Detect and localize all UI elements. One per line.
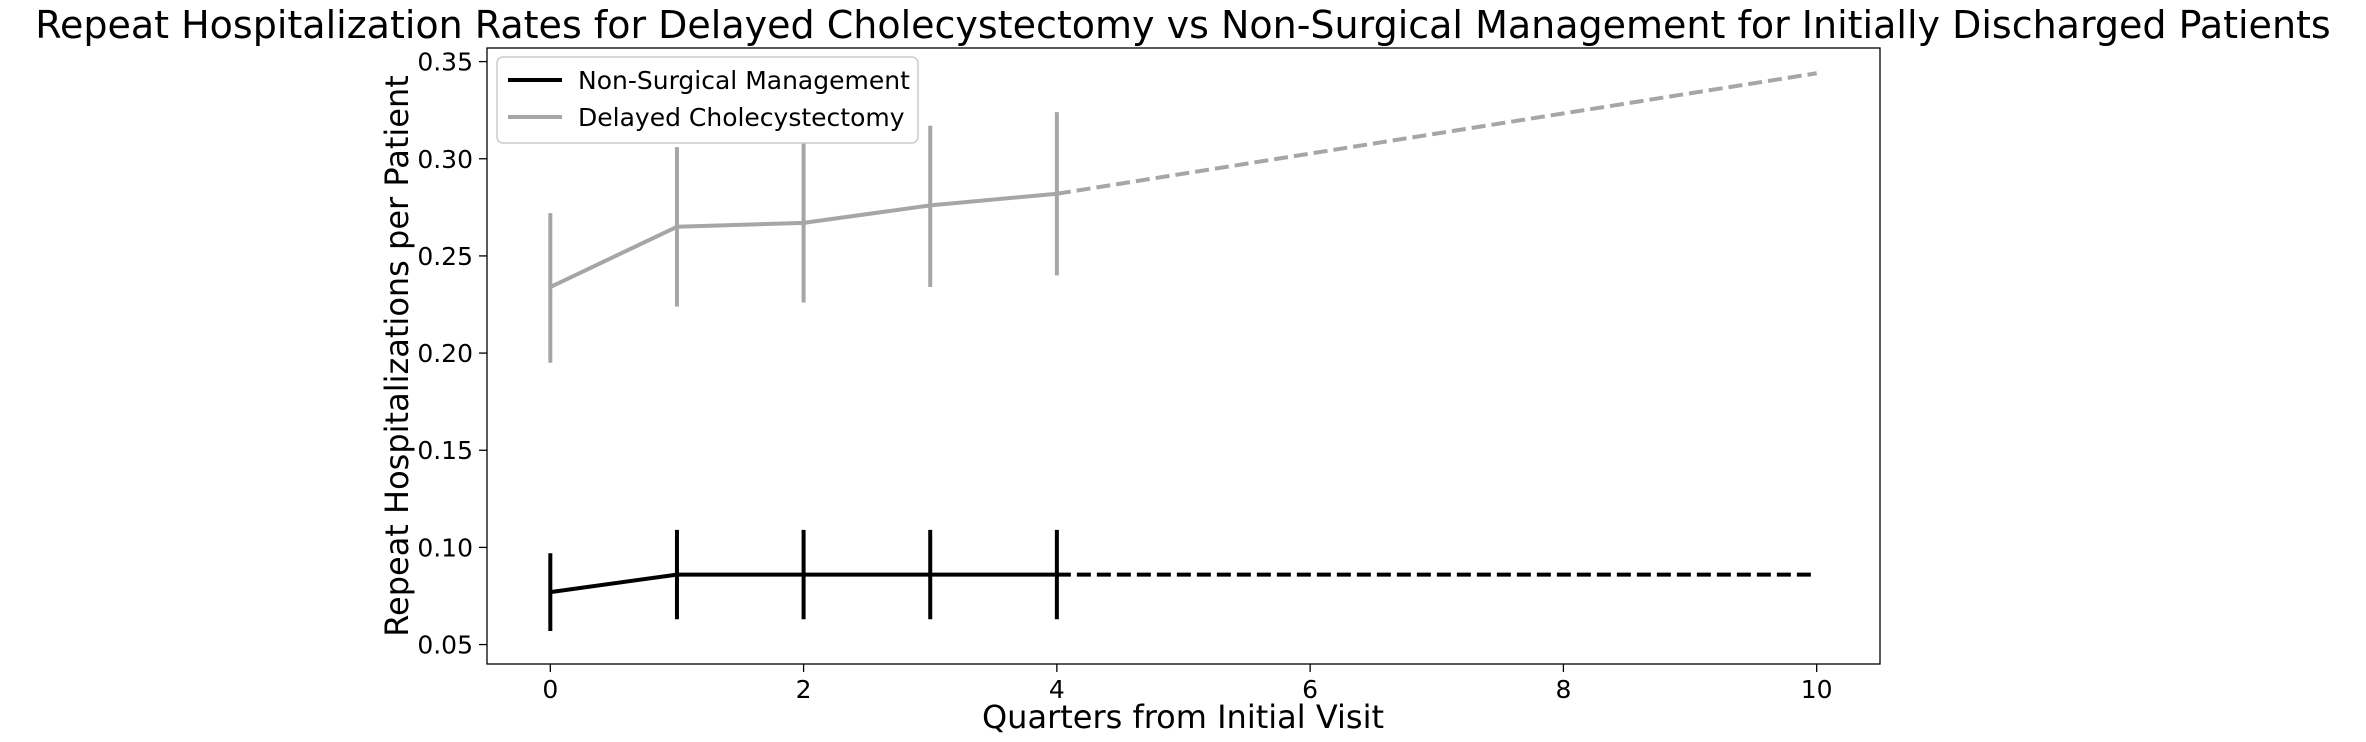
data-point: [801, 572, 806, 577]
y-tick-label: 0.25: [417, 242, 473, 271]
axis-ticks: 0 2 4 6 8 10 0.05 0.10 0.15 0.20 0.25 0.30 0.35: [417, 48, 1832, 704]
plot-area: [486, 47, 1881, 665]
legend-frame: [496, 56, 919, 144]
data-point: [928, 572, 933, 577]
data-point: [674, 224, 679, 229]
data-point: [674, 572, 679, 577]
legend: Non-Surgical Management Delayed Cholecys…: [496, 56, 919, 144]
data-point: [548, 285, 553, 290]
x-tick-label: 6: [1302, 675, 1318, 704]
data-point: [801, 220, 806, 225]
y-tick-label: 0.10: [417, 533, 473, 562]
data-point: [548, 590, 553, 595]
y-tick-label: 0.30: [417, 145, 473, 174]
legend-label-non-surgical: Non-Surgical Management: [578, 66, 910, 95]
series-layer: [548, 71, 1817, 631]
x-axis-label: Quarters from Initial Visit: [982, 698, 1384, 736]
y-tick-label: 0.35: [417, 48, 473, 77]
x-tick-label: 10: [1801, 675, 1833, 704]
series-delayed-cholecystectomy: [548, 71, 1817, 363]
x-tick-label: 0: [542, 675, 558, 704]
data-point: [928, 203, 933, 208]
legend-label-delayed-cholecystectomy: Delayed Cholecystectomy: [578, 103, 905, 132]
x-tick-label: 8: [1555, 675, 1571, 704]
x-tick-label: 2: [796, 675, 812, 704]
y-tick-label: 0.20: [417, 339, 473, 368]
y-tick-label: 0.15: [417, 436, 473, 465]
series-non-surgical-management: [548, 529, 1817, 631]
projection-line: [1056, 71, 1817, 196]
y-tick-label: 0.05: [417, 631, 473, 660]
y-axis-label: Repeat Hospitalizations per Patient: [378, 75, 416, 637]
chart-title: Repeat Hospitalization Rates for Delayed…: [35, 3, 2330, 47]
x-tick-label: 4: [1049, 675, 1065, 704]
